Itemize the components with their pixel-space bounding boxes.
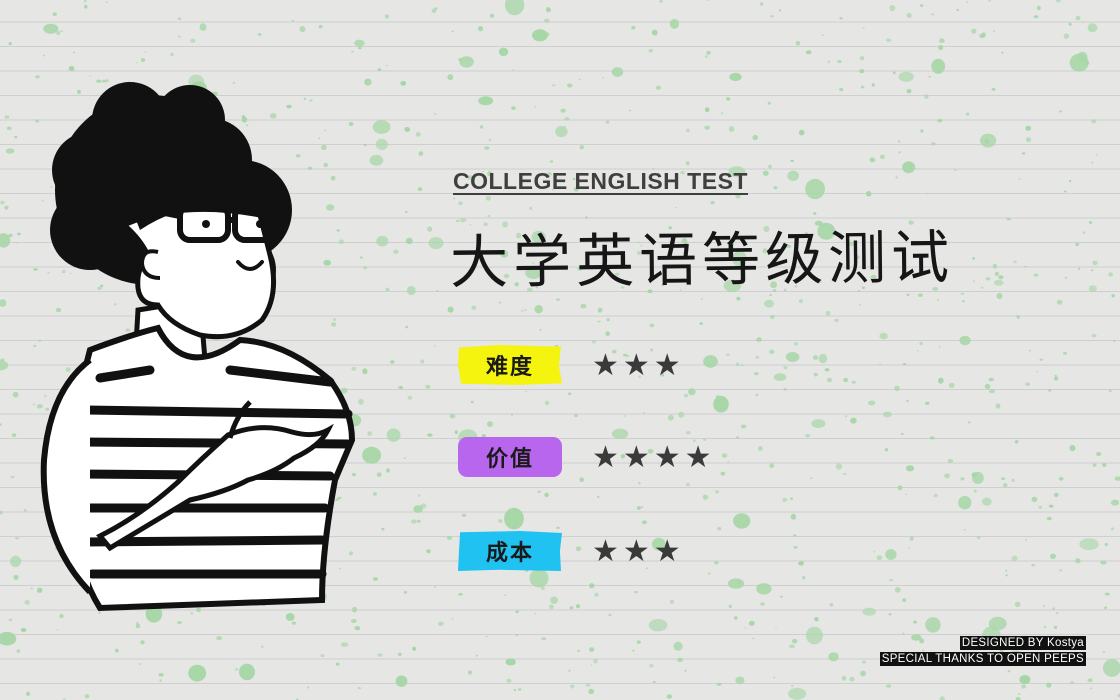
difficulty-stars: ★★★ bbox=[592, 347, 685, 383]
rating-row-value: 价值 ★★★★ bbox=[458, 434, 716, 480]
difficulty-label-badge: 难度 bbox=[458, 345, 562, 385]
value-label-badge: 价值 bbox=[458, 437, 562, 477]
thanks-credit: SPECIAL THANKS TO OPEN PEEPS bbox=[879, 652, 1086, 666]
credits-block: DESIGNED BY Kostya SPECIAL THANKS TO OPE… bbox=[879, 634, 1086, 666]
rating-row-cost: 成本 ★★★ bbox=[458, 528, 685, 574]
page-title: 大学英语等级测试 bbox=[449, 223, 955, 297]
rating-row-difficulty: 难度 ★★★ bbox=[458, 342, 685, 388]
cost-label-badge: 成本 bbox=[458, 531, 562, 571]
person-with-afro-and-glasses-illustration bbox=[40, 82, 356, 612]
value-stars: ★★★★ bbox=[592, 439, 716, 475]
cost-stars: ★★★ bbox=[592, 533, 685, 569]
subtitle-college-english-test: COLLEGE ENGLISH TEST bbox=[453, 168, 748, 194]
designer-credit: DESIGNED BY Kostya bbox=[959, 636, 1086, 650]
